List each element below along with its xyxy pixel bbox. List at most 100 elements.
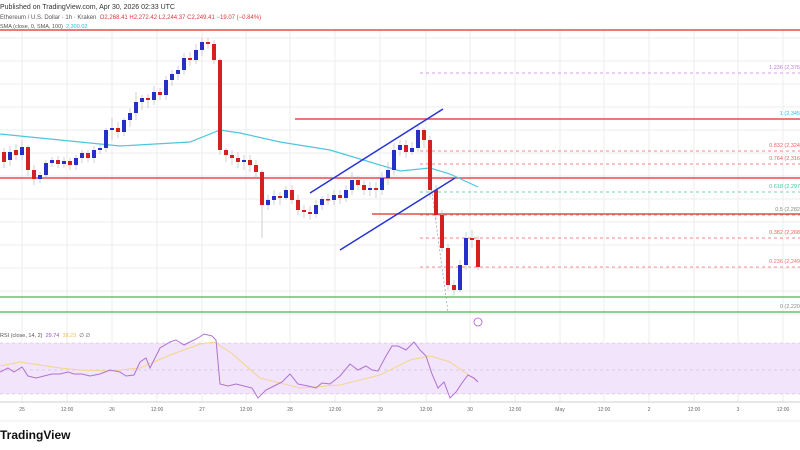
candle-body [266,200,270,205]
candle-body [236,158,240,162]
fib-label: 0.832 (2,324 [769,143,800,149]
candle-body [116,128,120,132]
candle-body [146,98,150,100]
candle-body [332,195,336,200]
candle-body [98,148,102,150]
candle-body [380,178,384,190]
replay-icon [473,317,483,327]
candle-body [164,80,168,95]
time-tick-label: 12:00 [597,407,611,413]
candle-body [440,215,444,248]
symbol-label: Ethereum / U.S. Dollar · 1h · Kraken [0,15,97,21]
fib-label: 0 (2,220 [779,304,800,310]
candle-body [344,190,348,198]
candle-body [158,92,162,95]
sma-label: SMA (close, 0, SMA, 100) [0,24,63,30]
sma-legend: SMA (close, 0, SMA, 100) 2,300.02 [0,24,87,30]
candle-body [50,160,54,163]
candle-body [476,240,480,267]
candle-body [2,152,6,162]
candle-body [410,148,414,152]
time-tick-label: 27 [199,407,205,413]
candle-body [362,185,366,190]
candle-body [74,158,78,165]
time-tick-label: 30 [467,407,473,413]
time-tick-label: 3 [736,407,740,413]
candle-body [56,160,60,164]
candle-body [428,140,432,190]
candle-body [170,74,174,80]
candle-body [242,160,246,162]
candle-body [62,161,66,164]
candle-body [68,161,72,165]
channel-upper-line [309,108,444,194]
candle-body [260,172,264,205]
candle-body [194,50,198,60]
channel-lower-line [339,177,456,251]
ohlc-values: O2,268.41 H2,272.42 L2,244.37 C2,249.41 … [99,15,262,21]
candle-body [386,170,390,178]
published-line: Published on TradingView.com, Apr 30, 20… [0,4,175,11]
candle-body [416,130,420,148]
candle-body [122,120,126,132]
rsi-line [0,333,479,399]
candle-body [218,60,222,150]
rsi-extra: ∅ ∅ [79,333,91,339]
rsi-ma-value: 38.23 [62,333,77,339]
rsi-label: RSI (close, 14, 2) [0,333,43,339]
candle-body [104,130,108,148]
rsi-value: 29.74 [45,333,60,339]
time-tick-label: 12:00 [328,407,342,413]
candle-body [8,152,12,160]
candle-body [182,58,186,70]
candle-body [290,190,294,200]
fib-label: 0.382 (2,268 [769,230,800,236]
candle-body [272,196,276,200]
candle-body [110,128,114,130]
candle-body [284,190,288,198]
candle-body [458,265,462,290]
candle-body [86,153,90,158]
candle-body [44,163,48,175]
fib-label: 0.764 (2,316 [769,156,800,162]
candle-body [32,170,36,179]
time-tick-label: 12:00 [508,407,522,413]
candle-body [248,160,252,165]
candle-body [206,42,210,44]
candle-body [188,58,192,60]
candle-body [152,92,156,100]
candle-body [140,98,144,102]
fib-label: 1.236 (2,375 [769,65,800,71]
candle-body [26,147,30,170]
fib-trend-line [429,177,449,313]
candle-body [446,248,450,285]
candle-body [434,190,438,215]
candle-body [296,200,300,210]
symbol-ohlc-legend: Ethereum / U.S. Dollar · 1h · Kraken O2,… [0,15,261,21]
candle-body [308,212,312,214]
time-tick-label: 29 [377,407,383,413]
candle-body [134,102,138,113]
candle-body [404,145,408,152]
candle-body [356,180,360,185]
candle-body [314,205,318,214]
candle-body [254,165,258,172]
time-tick-label: 26 [109,407,115,413]
time-tick-label: 2 [647,407,651,413]
candle-body [230,155,234,158]
time-tick-label: May [555,407,565,413]
candle-body [278,196,282,198]
candle-body [20,147,24,155]
time-tick-label: 25 [19,407,25,413]
candle-body [422,130,426,140]
candle-body [302,210,306,212]
time-tick-label: 12:00 [60,407,74,413]
candle-body [338,195,342,198]
candle-body [320,199,324,205]
candle-body [464,238,468,265]
rsi-band [0,343,800,394]
candle-body [452,285,456,290]
time-tick-label: 12:00 [776,407,790,413]
fib-label: 0.618 (2,297 [769,184,800,190]
